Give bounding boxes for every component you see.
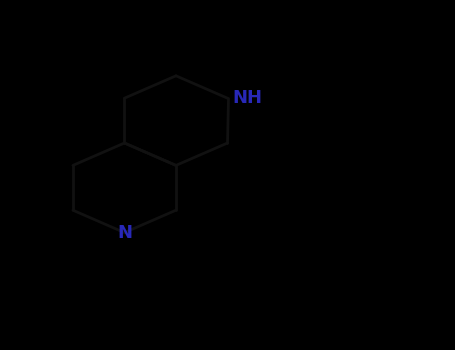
Text: NH: NH: [233, 89, 263, 107]
Text: N: N: [117, 224, 132, 241]
